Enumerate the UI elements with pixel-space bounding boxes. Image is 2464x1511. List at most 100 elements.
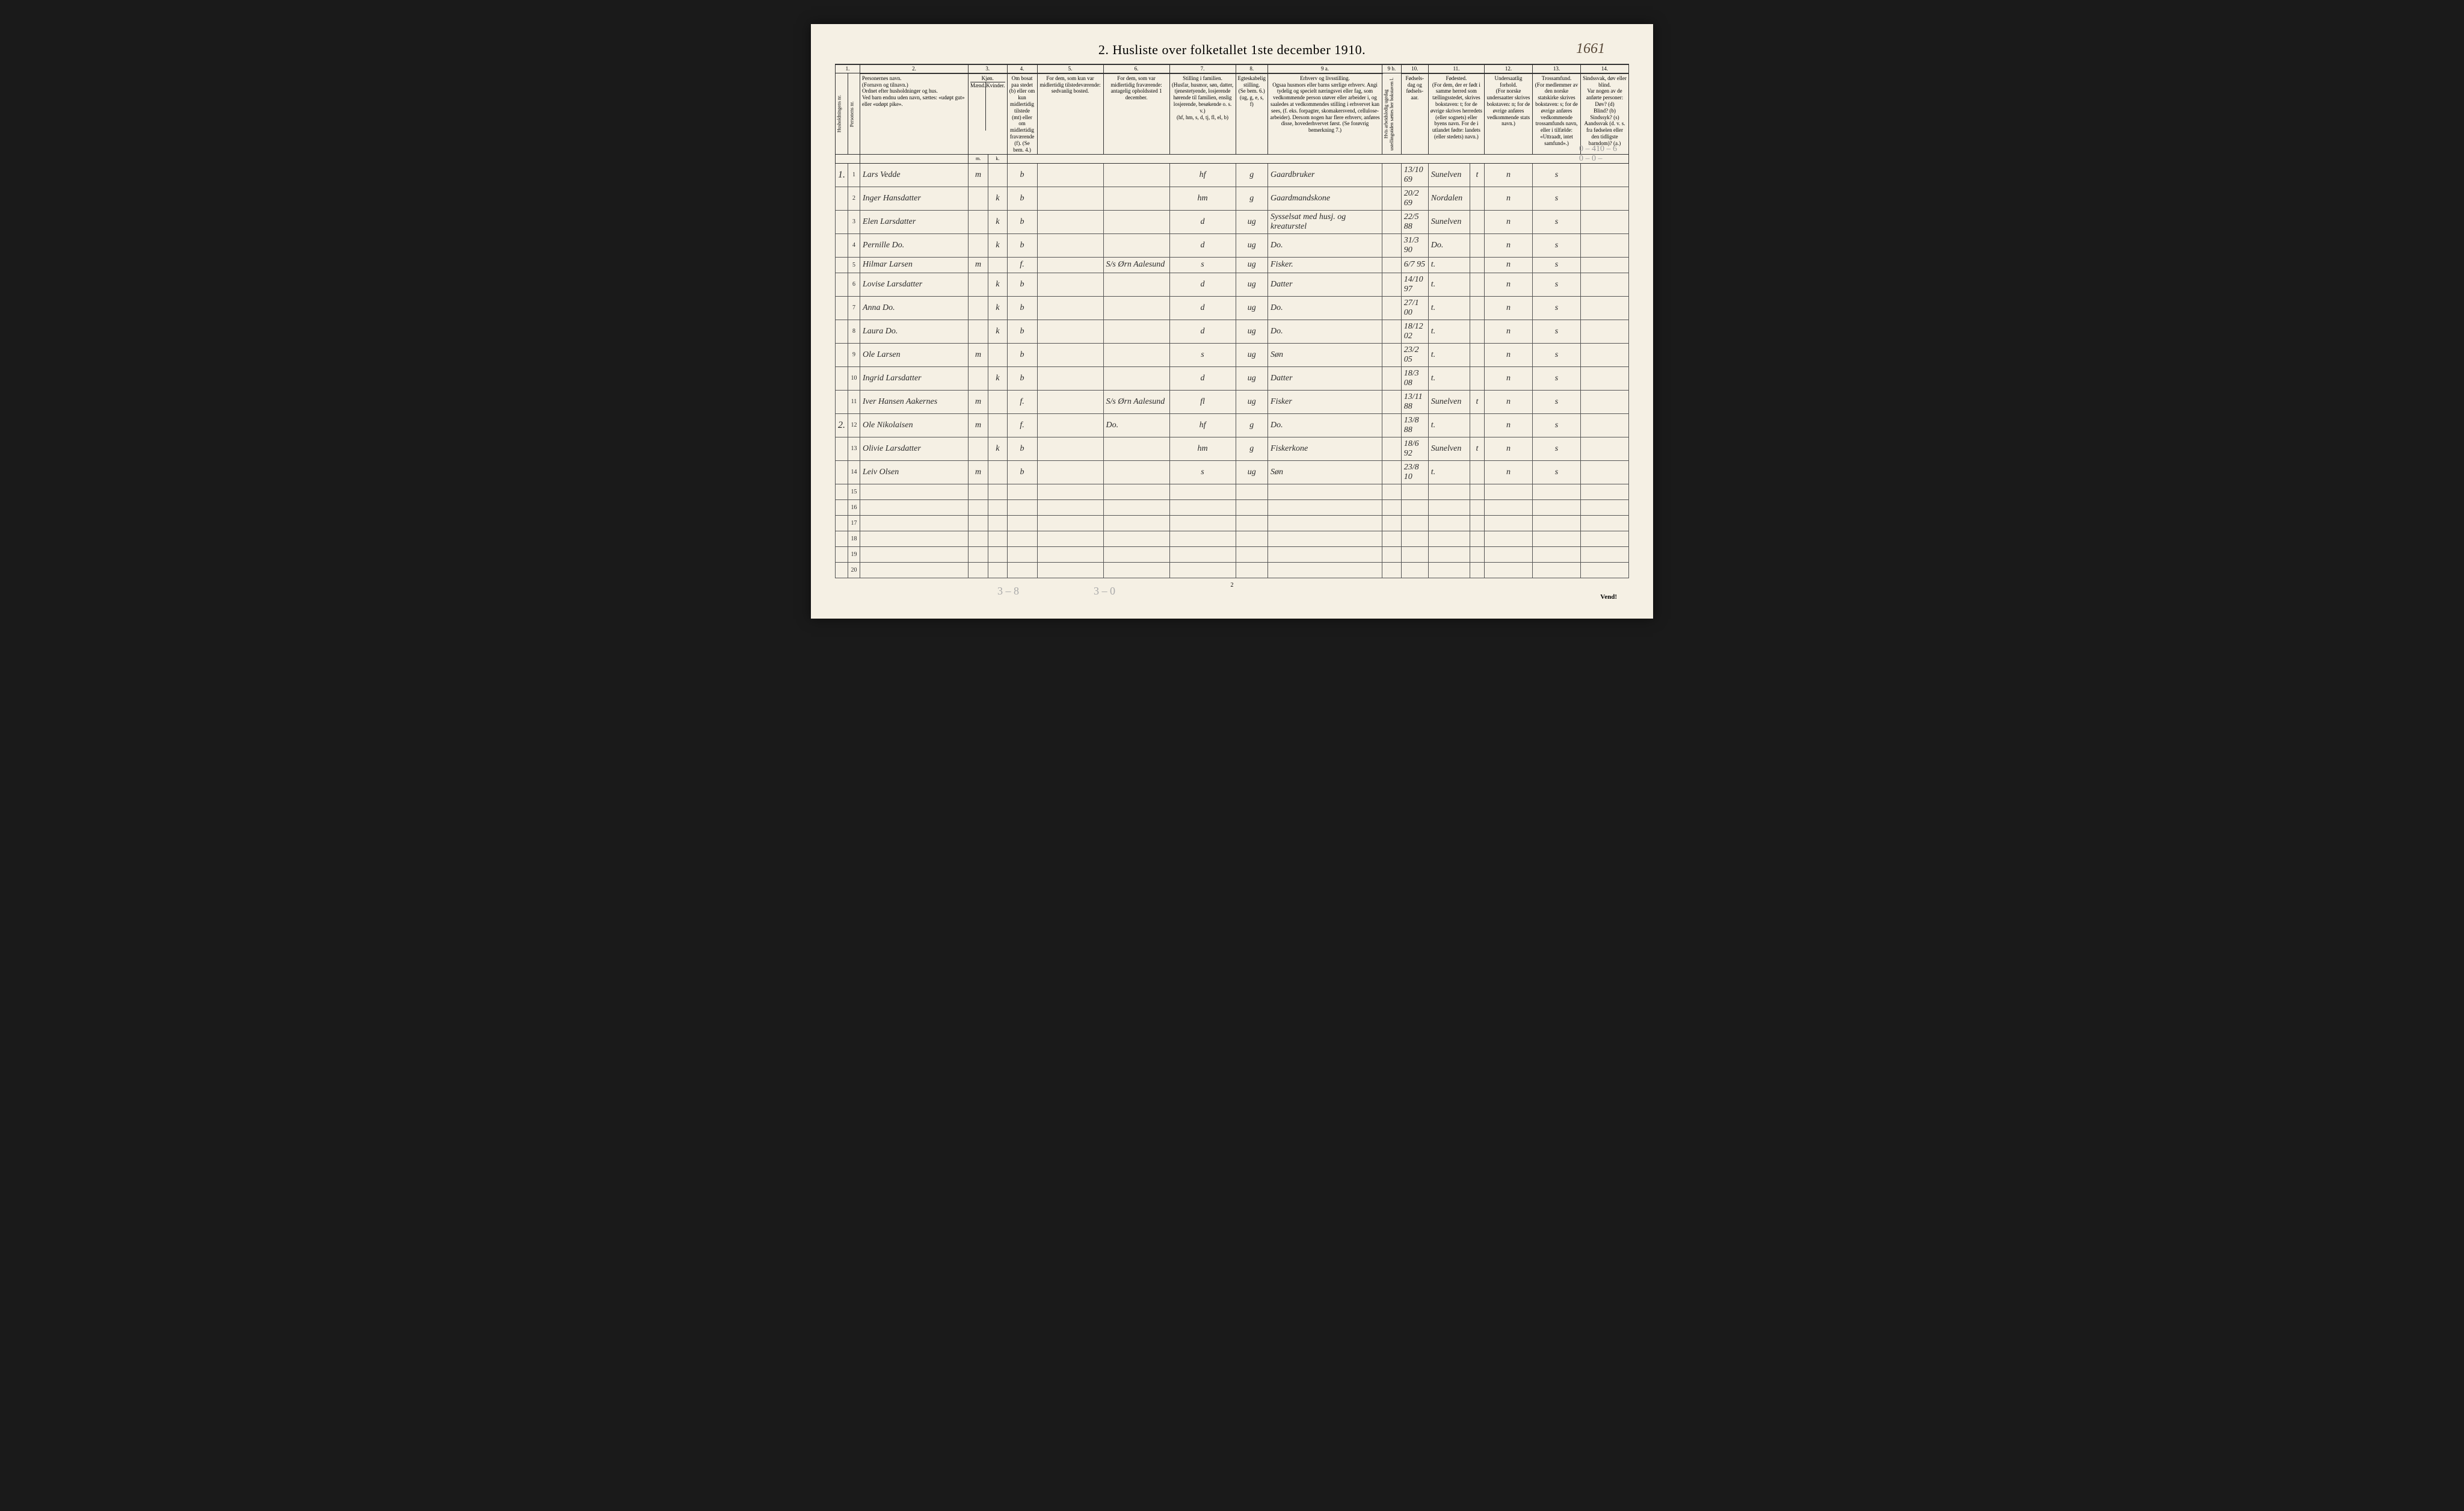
table-row: 3 Elen Larsdatter k b d ug Sysselsat med… [836,210,1629,233]
hdr-temp-present: For dem, som kun var midlertidig tilsted… [1037,73,1103,155]
cell-birthplace: t. [1428,273,1470,296]
cell-unemployed [1382,562,1402,578]
cell-residence: b [1007,343,1037,366]
cell-nationality [1485,531,1533,546]
cell-temp-absent [1103,437,1169,460]
cell-residence: b [1007,163,1037,187]
cell-residence: b [1007,233,1037,257]
cell-household-nr [836,366,848,390]
cell-sex-m [969,562,988,578]
table-row: 15 [836,484,1629,499]
cell-temp-present [1037,499,1103,515]
cell-unemployed [1382,163,1402,187]
cell-temp-absent: Do. [1103,413,1169,437]
cell-temp-absent [1103,460,1169,484]
hdr-marital: Egteskabelig stilling. (Se bem. 6.) (ug,… [1236,73,1268,155]
cell-marital [1236,499,1268,515]
cell-marital: ug [1236,343,1268,366]
cell-nationality: n [1485,460,1533,484]
cell-dob: 27/1 00 [1401,296,1428,320]
cell-family-pos: d [1169,320,1236,343]
cell-nationality: n [1485,163,1533,187]
cell-household-nr [836,531,848,546]
cell-person-nr: 20 [848,562,860,578]
cell-birthplace-sup [1470,484,1485,499]
cell-dob: 23/2 05 [1401,343,1428,366]
cell-nationality: n [1485,413,1533,437]
cell-occupation: Gaardbruker [1268,163,1382,187]
cell-birthplace [1428,515,1470,531]
cell-sex-k [988,546,1007,562]
table-row: 17 [836,515,1629,531]
cell-temp-present [1037,233,1103,257]
cell-disability [1581,437,1629,460]
cell-birthplace-sup [1470,343,1485,366]
table-row: 13 Olivie Larsdatter k b hm g Fiskerkone… [836,437,1629,460]
cell-marital [1236,562,1268,578]
cell-name: Laura Do. [860,320,969,343]
cell-residence: b [1007,187,1037,210]
cell-sex-k [988,562,1007,578]
cell-unemployed [1382,343,1402,366]
cell-family-pos [1169,515,1236,531]
cell-residence [1007,562,1037,578]
cell-unemployed [1382,499,1402,515]
cell-name [860,546,969,562]
cell-nationality [1485,484,1533,499]
colnum-9b: 9 b. [1382,64,1402,73]
cell-unemployed [1382,187,1402,210]
cell-birthplace-sup [1470,499,1485,515]
cell-temp-present [1037,437,1103,460]
cell-marital [1236,531,1268,546]
cell-sex-m [969,366,988,390]
cell-temp-absent: S/s Ørn Aalesund [1103,257,1169,273]
cell-unemployed [1382,437,1402,460]
cell-disability [1581,484,1629,499]
cell-residence: f. [1007,390,1037,413]
cell-unemployed [1382,296,1402,320]
cell-nationality: n [1485,233,1533,257]
cell-name [860,515,969,531]
mk-row: m. k. [836,155,1629,164]
cell-disability [1581,531,1629,546]
cell-name: Ole Nikolaisen [860,413,969,437]
cell-name: Ingrid Larsdatter [860,366,969,390]
cell-household-nr [836,437,848,460]
cell-dob: 14/10 97 [1401,273,1428,296]
colnum-1: 1. [836,64,860,73]
cell-residence: f. [1007,257,1037,273]
cell-disability [1581,460,1629,484]
cell-temp-absent [1103,187,1169,210]
page-title: 2. Husliste over folketallet 1ste decemb… [835,42,1629,58]
table-row: 20 [836,562,1629,578]
cell-disability [1581,163,1629,187]
cell-sex-k [988,499,1007,515]
cell-temp-present [1037,562,1103,578]
cell-dob: 13/8 88 [1401,413,1428,437]
cell-household-nr [836,210,848,233]
cell-household-nr [836,562,848,578]
cell-family-pos: d [1169,366,1236,390]
hdr-male: Mænd. [970,82,986,131]
table-row: 2. 12 Ole Nikolaisen m f. Do. hf g Do. 1… [836,413,1629,437]
cell-occupation: Do. [1268,233,1382,257]
cell-family-pos: fl [1169,390,1236,413]
cell-sex-k [988,163,1007,187]
cell-nationality [1485,515,1533,531]
cell-family-pos: hm [1169,437,1236,460]
cell-temp-present [1037,460,1103,484]
cell-marital: ug [1236,390,1268,413]
cell-person-nr: 2 [848,187,860,210]
cell-occupation: Do. [1268,413,1382,437]
cell-unemployed [1382,390,1402,413]
cell-dob [1401,499,1428,515]
colnum-6: 6. [1103,64,1169,73]
colnum-11: 11. [1428,64,1484,73]
cell-disability [1581,499,1629,515]
cell-dob: 18/3 08 [1401,366,1428,390]
cell-birthplace: t. [1428,257,1470,273]
cell-disability [1581,546,1629,562]
cell-temp-present [1037,343,1103,366]
cell-nationality: n [1485,366,1533,390]
cell-family-pos [1169,546,1236,562]
